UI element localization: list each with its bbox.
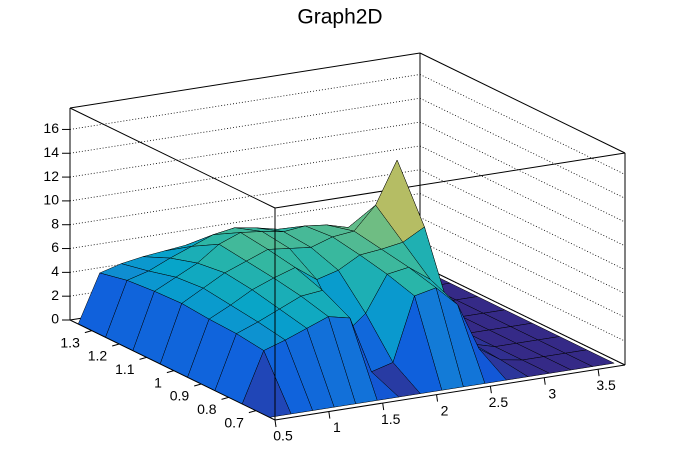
- y-tick: [248, 410, 257, 414]
- z-tick-label: 16: [43, 120, 59, 136]
- z-tick-label: 8: [51, 215, 59, 231]
- grid-line: [419, 145, 626, 247]
- grid-line: [69, 145, 421, 202]
- grid-line: [419, 240, 626, 342]
- x-tick: [436, 394, 439, 402]
- grid-line: [69, 97, 421, 154]
- x-tick-label: 1.5: [381, 411, 401, 427]
- y-axis: [69, 319, 276, 421]
- grid-line: [419, 217, 626, 318]
- y-tick: [194, 383, 202, 387]
- box-edge: [419, 52, 626, 154]
- grid-line: [419, 264, 626, 366]
- box-edge: [274, 152, 626, 209]
- grid-line: [419, 97, 626, 199]
- z-tick-label: 4: [51, 263, 59, 279]
- x-tick-label: 2: [441, 402, 449, 418]
- x-tick: [543, 377, 546, 385]
- grid-line: [69, 193, 421, 249]
- x-axis: [274, 364, 626, 421]
- y-tick-label: 0.8: [197, 401, 217, 417]
- x-tick-label: 3: [548, 385, 556, 401]
- y-tick: [112, 343, 120, 347]
- y-tick-label: 0.7: [224, 414, 244, 430]
- y-tick: [221, 396, 229, 400]
- grid-line: [419, 193, 626, 294]
- x-tick-label: 3.5: [596, 377, 616, 393]
- y-tick: [84, 330, 93, 334]
- x-tick: [382, 403, 385, 411]
- grid-line: [69, 74, 421, 130]
- box-edge: [69, 52, 421, 109]
- y-tick: [139, 356, 147, 360]
- y-tick-label: 1.2: [88, 348, 108, 364]
- box-edge: [69, 107, 276, 209]
- z-tick-label: 10: [43, 192, 59, 208]
- z-tick-label: 0: [51, 311, 59, 327]
- x-tick: [597, 369, 600, 377]
- x-tick: [328, 411, 331, 419]
- x-tick-label: 1: [333, 419, 341, 435]
- grid-line: [419, 121, 626, 223]
- y-tick-label: 1: [154, 374, 162, 390]
- x-tick: [489, 386, 492, 394]
- y-tick-label: 1.3: [60, 334, 80, 350]
- z-tick-label: 6: [51, 239, 59, 255]
- y-tick-label: 1.1: [115, 361, 135, 377]
- z-tick-label: 14: [43, 144, 59, 160]
- x-tick-label: 2.5: [489, 394, 509, 410]
- z-tick-label: 2: [51, 287, 59, 303]
- z-tick-label: 12: [43, 168, 59, 184]
- x-tick: [274, 419, 277, 428]
- chart-title: Graph2D: [297, 6, 382, 29]
- y-tick: [166, 370, 175, 374]
- grid-line: [69, 169, 421, 226]
- x-tick-label: 0.5: [273, 428, 293, 444]
- y-tick-label: 0.9: [170, 388, 190, 404]
- grid-line: [419, 169, 626, 271]
- grid-line: [419, 74, 626, 175]
- grid-line: [69, 121, 421, 178]
